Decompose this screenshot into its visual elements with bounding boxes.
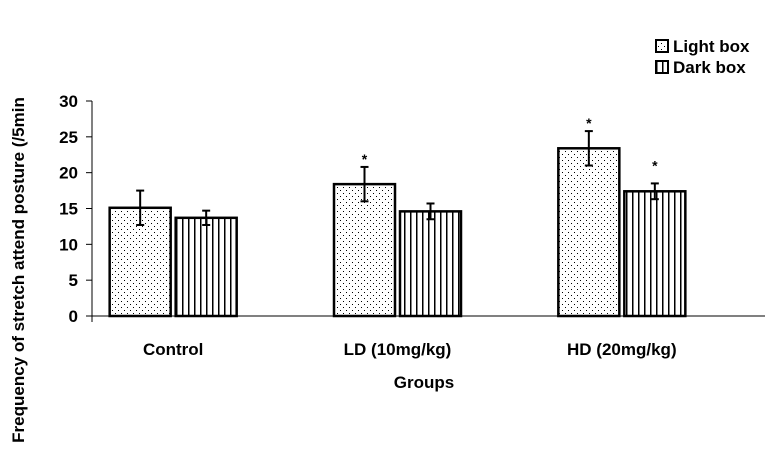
significance-marker: *: [586, 115, 592, 131]
x-tick-label: HD (20mg/kg): [567, 340, 677, 359]
x-axis: Control LD (10mg/kg) HD (20mg/kg): [91, 315, 765, 359]
bar-dark-box: [174, 216, 238, 318]
y-tick-label: 5: [69, 271, 78, 290]
y-axis-title: Frequency of stretch attend posture (/5m…: [9, 97, 28, 443]
legend: Light box Dark box: [655, 37, 750, 77]
y-axis: 0 5 10 15 20 25 30: [59, 92, 93, 326]
legend-swatch-dark-box: [655, 60, 669, 74]
x-axis-title: Groups: [394, 373, 454, 392]
bars: * * *: [108, 115, 687, 318]
legend-swatch-light-box: [655, 39, 669, 53]
x-tick-label: Control: [143, 340, 203, 359]
bar-dark-box: [398, 210, 463, 318]
y-tick-label: 0: [69, 307, 78, 326]
y-tick-label: 20: [59, 164, 78, 183]
y-tick-label: 30: [59, 92, 78, 111]
y-tick-label: 15: [59, 200, 78, 219]
y-tick-label: 10: [59, 235, 78, 254]
y-tick-label: 25: [59, 128, 78, 147]
bar-light-box: [557, 147, 621, 318]
bar-dark-box: [623, 190, 687, 318]
significance-marker: *: [362, 151, 368, 167]
legend-label: Dark box: [673, 58, 746, 77]
x-tick-label: LD (10mg/kg): [344, 340, 452, 359]
significance-marker: *: [652, 157, 658, 173]
bar-light-box: [332, 182, 397, 318]
legend-label: Light box: [673, 37, 750, 56]
